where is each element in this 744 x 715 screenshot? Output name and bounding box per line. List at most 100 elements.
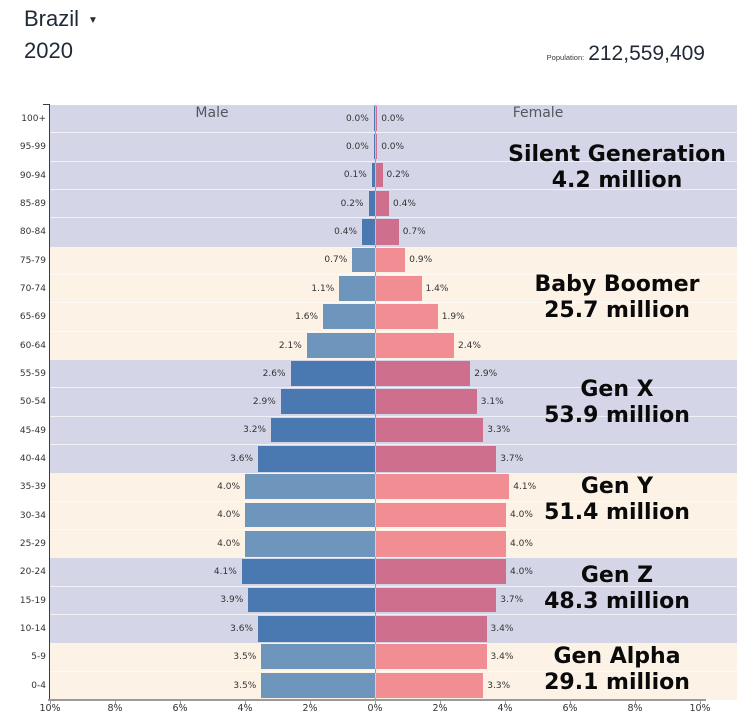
female-value-label: 3.4% <box>490 624 514 635</box>
female-bar[interactable] <box>375 361 471 386</box>
male-bar[interactable] <box>290 361 375 386</box>
female-bar[interactable] <box>375 247 406 273</box>
age-axis-label: 30-34 <box>19 510 46 521</box>
female-value-label: 2.9% <box>474 368 498 379</box>
female-bar[interactable] <box>375 304 438 330</box>
x-axis-tick <box>375 699 376 704</box>
female-column-header: Female <box>512 105 564 121</box>
age-axis-label: 5-9 <box>31 652 46 663</box>
female-bar[interactable] <box>375 587 497 613</box>
male-value-label: 3.5% <box>233 680 257 691</box>
age-axis-label: 65-69 <box>19 312 46 323</box>
female-bar[interactable] <box>375 445 497 472</box>
age-axis-label: 25-29 <box>19 539 46 549</box>
male-bar[interactable] <box>280 389 375 415</box>
male-bar[interactable] <box>306 332 375 359</box>
male-value-label: 2.1% <box>278 340 302 351</box>
male-bar[interactable] <box>352 247 375 273</box>
generation-label: Silent Generation 4.2 million <box>492 142 742 194</box>
age-axis-label: 45-49 <box>19 425 46 436</box>
x-axis-tick-label: 10% <box>39 703 61 714</box>
female-bar[interactable] <box>375 615 487 642</box>
female-bar[interactable] <box>375 275 422 301</box>
male-bar[interactable] <box>261 672 375 699</box>
generation-total: 53.9 million <box>544 403 690 428</box>
male-bar[interactable] <box>271 417 375 443</box>
female-bar[interactable] <box>375 332 454 359</box>
generation-total: 25.7 million <box>544 298 690 323</box>
x-axis-tick <box>310 699 311 704</box>
male-value-label: 0.4% <box>334 227 357 238</box>
female-bar[interactable] <box>375 672 484 699</box>
pyramid-row: 2.1% 2.4% <box>50 332 737 360</box>
male-value-label: 0.0% <box>345 113 369 124</box>
male-value-label: 3.6% <box>230 454 253 465</box>
female-bar[interactable] <box>375 417 484 443</box>
pyramid-row: 4.0% 4.1% <box>50 473 737 502</box>
male-bar[interactable] <box>371 162 375 188</box>
male-bar[interactable] <box>241 559 375 585</box>
female-value-label: 0.2% <box>386 170 410 181</box>
x-axis-tick-label: 2% <box>302 703 318 714</box>
male-bar[interactable] <box>245 502 375 528</box>
generation-name: Gen X <box>580 377 654 402</box>
x-axis-tick-label: 10% <box>689 703 711 714</box>
male-bar[interactable] <box>368 190 375 216</box>
x-axis-tick <box>635 699 636 704</box>
pyramid-row: 0.0% 0.0% <box>50 105 737 134</box>
x-axis-tick-label: 6% <box>172 703 188 714</box>
female-value-label: 3.7% <box>500 595 524 606</box>
male-bar[interactable] <box>258 615 375 642</box>
male-bar[interactable] <box>245 474 375 500</box>
male-bar[interactable] <box>248 587 375 613</box>
female-bar[interactable] <box>375 162 383 188</box>
female-bar[interactable] <box>375 389 477 415</box>
male-bar[interactable] <box>339 275 375 301</box>
female-bar[interactable] <box>375 644 487 670</box>
generation-band: 0.7% 0.9% 1.1% 1.4% 1.6% 1.9% 2.1% 2.4% <box>50 246 737 360</box>
pyramid-row: 0.1% 0.2% <box>50 162 737 190</box>
x-axis-line <box>48 699 706 701</box>
female-bar[interactable] <box>375 106 378 131</box>
male-bar[interactable] <box>261 644 375 670</box>
country-dropdown[interactable]: Brazil ▼ <box>24 6 98 32</box>
female-bar[interactable] <box>375 134 378 160</box>
x-axis-tick <box>440 699 441 704</box>
pyramid-row: 2.6% 2.9% <box>50 360 737 389</box>
generation-band: 2.6% 2.9% 2.9% 3.1% 3.2% 3.3% 3.6% 3.7% <box>50 360 737 474</box>
female-value-label: 0.0% <box>381 141 405 152</box>
age-axis-label: 15-19 <box>19 595 46 606</box>
x-axis-tick <box>505 699 506 704</box>
female-bar[interactable] <box>375 474 510 500</box>
female-bar[interactable] <box>375 530 506 557</box>
female-bar[interactable] <box>375 219 399 246</box>
male-bar[interactable] <box>323 304 375 330</box>
pyramid-row: 4.0% 4.0% <box>50 502 737 530</box>
x-axis-tick-label: 8% <box>627 703 643 714</box>
female-value-label: 0.0% <box>381 113 405 124</box>
female-value-label: 1.9% <box>441 311 465 322</box>
female-value-label: 3.1% <box>480 396 504 407</box>
male-bar[interactable] <box>362 219 375 246</box>
male-value-label: 4.0% <box>217 539 240 550</box>
female-bar[interactable] <box>375 559 506 585</box>
male-bar[interactable] <box>245 530 375 557</box>
generation-band: 4.0% 4.1% 4.0% 4.0% 4.0% 4.0% <box>50 473 737 559</box>
male-value-label: 3.5% <box>233 651 257 662</box>
female-value-label: 2.4% <box>458 340 481 351</box>
pyramid-row: 0.4% 0.7% <box>50 218 737 246</box>
pyramid-row: 3.5% 3.3% <box>50 672 737 700</box>
male-bar[interactable] <box>373 134 375 160</box>
female-bar[interactable] <box>375 502 506 528</box>
male-bar[interactable] <box>258 445 375 472</box>
male-bar[interactable] <box>373 106 375 131</box>
pyramid-row: 3.6% 3.7% <box>50 445 737 473</box>
female-value-label: 3.3% <box>487 425 511 436</box>
age-axis-label: 75-79 <box>19 255 46 266</box>
generation-band: 0.0% 0.0% 0.0% 0.0% 0.1% 0.2% 0.2% 0.4% 0.4% 0.7% <box>50 105 737 247</box>
generation-total: 48.3 million <box>544 589 690 614</box>
pyramid-row: 1.6% 1.9% <box>50 303 737 332</box>
female-bar[interactable] <box>375 190 389 216</box>
